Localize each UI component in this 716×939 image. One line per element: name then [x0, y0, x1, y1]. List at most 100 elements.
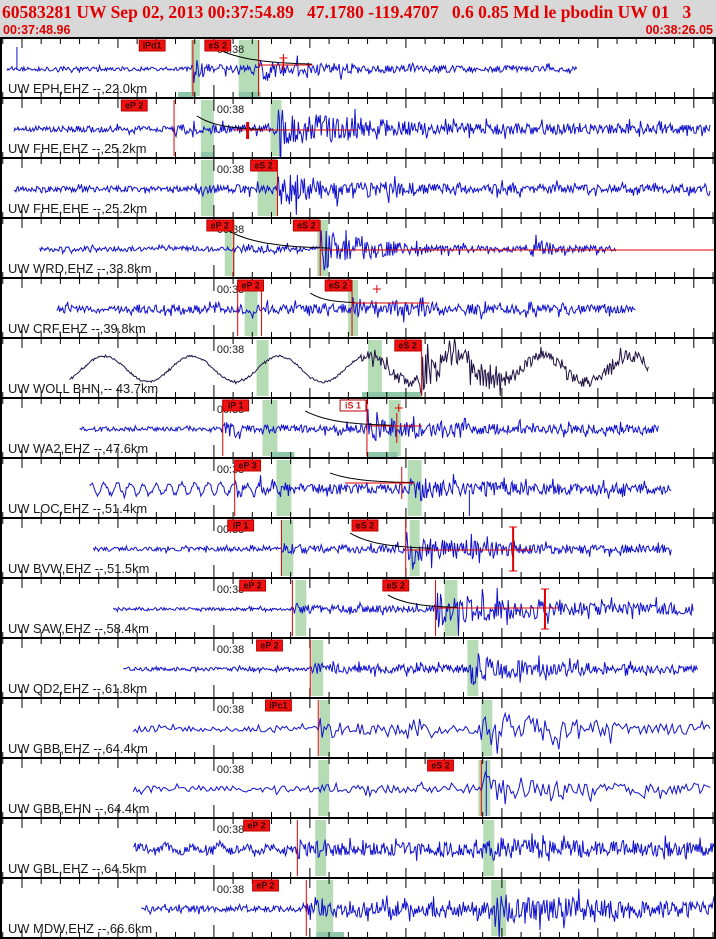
- trace-row[interactable]: 00:38 eS 2 UW WOLL BHN,-- 43.7km: [2, 337, 714, 397]
- trace-row[interactable]: 00:38 eS 2 UW GBB,EHN --,64.4km: [2, 757, 714, 817]
- trace-row[interactable]: 00:38 iPc1 UW GBB,EHZ --,64.4km: [2, 697, 714, 757]
- time-tick-marks: [2, 639, 714, 697]
- trace-plot-2[interactable]: 00:38 eP 2 UW FHE,EHZ --,25.2km: [2, 99, 714, 157]
- trace-plot-15[interactable]: 00:38 eP 2 UW MDW,EHZ --,66.6km: [2, 879, 714, 937]
- phase-pick-flag[interactable]: eP 2: [243, 819, 270, 832]
- window-start-time: 00:37:48.96: [3, 23, 71, 37]
- coda-decay-curve: [329, 472, 412, 483]
- trace-row[interactable]: 00:38 eP 2 UW FHE,EHZ --,25.2km: [2, 97, 714, 157]
- trace-row[interactable]: 00:38 eP 2 eS 2 UW CRF,EHZ --,39.8km: [2, 277, 714, 337]
- time-tick-marks: [2, 879, 714, 937]
- trace-plot-6[interactable]: 00:38 eS 2 UW WOLL BHN,-- 43.7km: [2, 339, 714, 397]
- station-label: UW SAW,EHZ --,58.4km: [8, 621, 149, 636]
- minute-label: 00:38: [217, 164, 244, 176]
- trace-plot-12[interactable]: 00:38 iPc1 UW GBB,EHZ --,64.4km: [2, 699, 714, 757]
- phase-pick-label: eS 2: [356, 520, 374, 530]
- phase-pick-flag[interactable]: eP 3: [234, 459, 262, 472]
- pick-window-bar: [483, 820, 495, 876]
- plus-marker: [372, 285, 381, 293]
- phase-pick-flag[interactable]: eS 2: [382, 579, 410, 592]
- phase-pick-flag[interactable]: eS 2: [292, 219, 320, 232]
- station-label: UW FHE,EHE --,25.2km: [8, 201, 147, 216]
- trace-row[interactable]: 00:38 eP 3 UW LOC,EHZ --,51.4km: [2, 457, 714, 517]
- phase-pick-flag[interactable]: eP 2: [252, 879, 279, 892]
- phase-pick-flag[interactable]: eP 2: [256, 639, 283, 652]
- phase-pick-flag[interactable]: eS 2: [204, 39, 232, 52]
- station-label: UW CRF,EHZ --,39.8km: [8, 321, 146, 336]
- phase-pick-label: eS 2: [297, 220, 315, 230]
- phase-pick-line[interactable]: [509, 526, 518, 572]
- event-title: 60583281 UW Sep 02, 2013 00:37:54.89 47.…: [2, 2, 692, 22]
- trace-row[interactable]: 00:38iPd1eS 2UW EPH,EHZ --,22.0km: [2, 37, 714, 97]
- station-label: UW BVW,EHZ --,51.5km: [8, 561, 149, 576]
- seismogram-waveform: [123, 653, 699, 686]
- trace-plot-11[interactable]: 00:38 eP 2 UW QD2,EHZ --,61.8km: [2, 639, 714, 697]
- station-label: UW FHE,EHZ --,25.2km: [8, 141, 147, 156]
- phase-pick-flag[interactable]: eS 2: [324, 279, 352, 292]
- coda-window-band: [200, 152, 214, 157]
- minute-label: 00:38: [217, 764, 244, 776]
- pick-window-bar: [315, 820, 327, 876]
- trace-plot-1[interactable]: 00:38iPd1eS 2UW EPH,EHZ --,22.0km: [2, 39, 714, 97]
- minute-label: 00:38: [217, 584, 244, 596]
- minute-label: 00:38: [217, 704, 244, 716]
- phase-pick-flag[interactable]: eP 2: [120, 99, 148, 112]
- phase-pick-flag[interactable]: iP 1: [222, 399, 250, 412]
- pick-window-bar: [190, 40, 200, 96]
- time-tick-marks: [2, 399, 714, 457]
- phase-pick-label: iP 1: [233, 520, 249, 530]
- phase-pick-flag[interactable]: iP 1: [227, 519, 255, 532]
- coda-window-band: [238, 92, 261, 97]
- minute-label: 00:38: [217, 104, 244, 116]
- phase-pick-label: eS 2: [329, 280, 347, 290]
- trace-row[interactable]: 00:38 eP 2 UW QD2,EHZ --,61.8km: [2, 637, 714, 697]
- phase-pick-flag[interactable]: iPd1: [138, 39, 166, 52]
- trace-plot-13[interactable]: 00:38 eS 2 UW GBB,EHN --,64.4km: [2, 759, 714, 817]
- station-label: UW EPH,EHZ --,22.0km: [8, 81, 147, 96]
- trace-plot-10[interactable]: 00:38 eP 2 eS 2 UW SAW,EHZ --,58.4km: [2, 579, 714, 637]
- pick-window-bar: [224, 220, 235, 276]
- trace-row[interactable]: 00:38 eS 2 UW FHE,EHE --,25.2km: [2, 157, 714, 217]
- minute-label: 00:38: [217, 884, 244, 896]
- pick-window-bar: [262, 400, 278, 456]
- pick-window-bar: [244, 280, 258, 336]
- phase-pick-label: eS 2: [399, 340, 417, 350]
- time-tick-marks: [2, 39, 714, 97]
- phase-pick-flag[interactable]: eS 2: [427, 759, 454, 772]
- station-label: UW LOC,EHZ --,51.4km: [8, 501, 147, 516]
- seismogram-waveform: [140, 888, 714, 937]
- phase-pick-flag[interactable]: eP 2: [239, 579, 267, 592]
- phase-pick-flag[interactable]: eS 2: [394, 339, 422, 352]
- phase-pick-flag[interactable]: iS 1: [339, 399, 367, 412]
- trace-row[interactable]: 00:38 eP 2 UW GBL,EHZ --,64.5km: [2, 817, 714, 877]
- time-window-row: 00:37:48.96 00:38:26.05: [2, 23, 714, 37]
- phase-pick-flag[interactable]: eP 2: [237, 279, 265, 292]
- pick-window-bar: [478, 760, 491, 816]
- trace-plot-14[interactable]: 00:38 eP 2 UW GBL,EHZ --,64.5km: [2, 819, 714, 877]
- trace-row[interactable]: 00:38 eP 2 eS 2 UW SAW,EHZ --,58.4km: [2, 577, 714, 637]
- phase-pick-flag[interactable]: eS 2: [351, 519, 379, 532]
- plus-marker: [394, 404, 403, 412]
- phase-pick-label: iPd1: [143, 40, 162, 50]
- trace-row[interactable]: 00:38 eP 2 UW MDW,EHZ --,66.6km: [2, 877, 714, 937]
- minute-label: 00:38: [217, 644, 244, 656]
- phase-pick-flag[interactable]: iPc1: [265, 699, 292, 712]
- phase-pick-label: iPc1: [269, 700, 287, 710]
- phase-pick-line[interactable]: [540, 588, 549, 630]
- phase-pick-label: eP 2: [211, 220, 229, 230]
- phase-pick-label: eP 3: [238, 460, 256, 470]
- coda-window-band: [316, 932, 345, 937]
- pick-window-bar: [200, 160, 214, 216]
- trace-plot-3[interactable]: 00:38 eS 2 UW FHE,EHE --,25.2km: [2, 159, 714, 217]
- phase-pick-flag[interactable]: eP 2: [206, 219, 234, 232]
- phase-pick-label: iP 1: [228, 400, 244, 410]
- phase-pick-flag[interactable]: eS 2: [250, 159, 277, 172]
